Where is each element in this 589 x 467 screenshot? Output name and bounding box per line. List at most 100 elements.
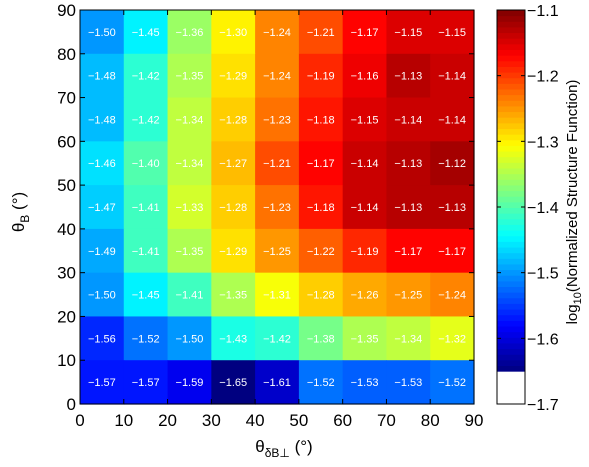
x-tick-label: 10	[114, 411, 133, 430]
cell-value-label: −1.41	[176, 290, 204, 302]
x-tick-label: 30	[202, 411, 221, 430]
cell-value-label: −1.12	[438, 158, 466, 170]
heatmap-cell	[255, 360, 300, 405]
colorbar-swatch	[497, 342, 525, 350]
colorbar-swatch	[497, 331, 525, 338]
colorbar-swatch	[497, 128, 525, 135]
y-axis-label-sub: B	[18, 215, 32, 223]
colorbar-swatch	[497, 337, 525, 344]
y-axis-ticks: 0 10 20 30 40 50 60 70 80 90	[57, 1, 474, 414]
x-axis-label-main: θ	[255, 437, 264, 456]
cell-value-label: −1.40	[132, 158, 160, 170]
heatmap-cell	[386, 141, 431, 186]
y-tick-label: 80	[57, 45, 76, 64]
cell-value-label: −1.57	[132, 377, 160, 389]
heatmap-cell	[211, 141, 256, 186]
x-tick-label: 40	[246, 411, 265, 430]
cell-value-label: −1.26	[351, 290, 379, 302]
y-tick-label: 10	[57, 351, 76, 370]
colorbar-label: log10(Normalized Structure Function)	[564, 80, 584, 325]
cell-value-label: −1.42	[132, 114, 160, 126]
heatmap-cell	[123, 185, 169, 230]
heatmap-cell	[255, 272, 300, 318]
cell-value-label: −1.17	[438, 246, 466, 258]
x-axis-label-sub: δB⊥	[265, 446, 290, 460]
cell-value-label: −1.24	[263, 27, 291, 39]
heatmap-cell	[430, 185, 475, 230]
colorbar	[496, 9, 526, 405]
colorbar-swatch	[497, 263, 525, 271]
cell-value-label: −1.25	[394, 290, 422, 302]
colorbar-swatch	[497, 179, 525, 186]
colorbar-tick-label: −1.4	[527, 200, 559, 217]
cell-value-label: −1.14	[438, 71, 466, 83]
heatmap-cell	[167, 360, 212, 405]
cell-value-label: −1.42	[132, 71, 160, 83]
cell-value-label: −1.29	[219, 246, 247, 258]
cell-value-label: −1.34	[394, 333, 422, 345]
heatmap-cell	[298, 97, 344, 142]
heatmap-cell	[123, 360, 169, 405]
colorbar-swatch	[497, 326, 525, 333]
cell-value-label: −1.28	[307, 290, 335, 302]
colorbar-swatch	[497, 252, 525, 259]
cell-value-label: −1.14	[351, 158, 379, 170]
cell-value-label: −1.46	[88, 158, 116, 170]
x-tick-label: 80	[421, 411, 440, 430]
colorbar-swatch	[497, 314, 525, 321]
heatmap-cell	[298, 272, 344, 318]
heatmap-cell	[430, 10, 475, 55]
heatmap-cell	[430, 141, 475, 186]
cell-value-label: −1.65	[219, 377, 247, 389]
heatmap-cell	[342, 10, 388, 55]
colorbar-swatch	[497, 365, 525, 372]
cell-value-label: −1.18	[307, 202, 335, 214]
colorbar-swatch	[497, 235, 525, 242]
cell-value-label: −1.32	[438, 333, 466, 345]
colorbar-swatch	[497, 134, 525, 141]
colorbar-swatch	[497, 55, 525, 62]
colorbar-swatch	[497, 309, 525, 316]
heatmap-cell	[386, 360, 431, 405]
x-tick-label: 90	[465, 411, 484, 430]
heatmap-cell	[211, 272, 256, 318]
y-tick-label: 70	[57, 89, 76, 108]
colorbar-swatch	[497, 241, 525, 248]
cell-value-label: −1.17	[394, 246, 422, 258]
cell-value-label: −1.43	[219, 333, 247, 345]
colorbar-swatch	[497, 218, 525, 225]
x-tick-label: 60	[333, 411, 352, 430]
heatmap-cell	[211, 97, 256, 142]
cell-value-label: −1.35	[176, 246, 204, 258]
heatmap-cell	[255, 141, 300, 186]
cell-value-label: −1.34	[176, 114, 204, 126]
colorbar-tick-label: −1.2	[527, 69, 559, 86]
heatmap-cell	[430, 316, 475, 361]
heatmap-cell	[123, 272, 169, 318]
heatmap-cell	[255, 185, 300, 230]
heatmap-cell	[298, 228, 344, 274]
heatmap-cell	[167, 228, 212, 274]
colorbar-swatch	[497, 105, 525, 113]
x-tick-label: 70	[377, 411, 396, 430]
colorbar-swatch	[497, 213, 525, 220]
x-axis-label-unit: (°)	[290, 437, 313, 456]
heatmap-cell	[255, 316, 300, 361]
heatmap-cell	[123, 316, 169, 361]
heatmap-cell	[386, 10, 431, 55]
cell-value-label: −1.18	[307, 114, 335, 126]
heatmap-cell	[211, 360, 256, 405]
cell-value-label: −1.28	[219, 114, 247, 126]
colorbar-swatch	[497, 15, 525, 22]
cell-value-label: −1.57	[88, 377, 116, 389]
heatmap-cell	[342, 185, 388, 230]
heatmap-cell	[211, 316, 256, 361]
heatmap-cell	[211, 185, 256, 230]
heatmap-cell	[80, 360, 125, 405]
heatmap-cell	[167, 97, 212, 142]
cell-value-label: −1.24	[263, 71, 291, 83]
heatmap-cell	[167, 53, 212, 99]
heatmap-cell	[298, 53, 344, 99]
colorbar-swatch	[497, 60, 525, 67]
